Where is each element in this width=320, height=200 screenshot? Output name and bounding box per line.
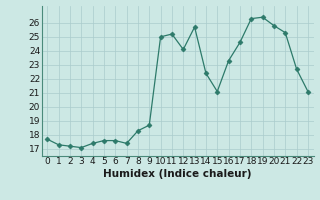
X-axis label: Humidex (Indice chaleur): Humidex (Indice chaleur) bbox=[103, 169, 252, 179]
